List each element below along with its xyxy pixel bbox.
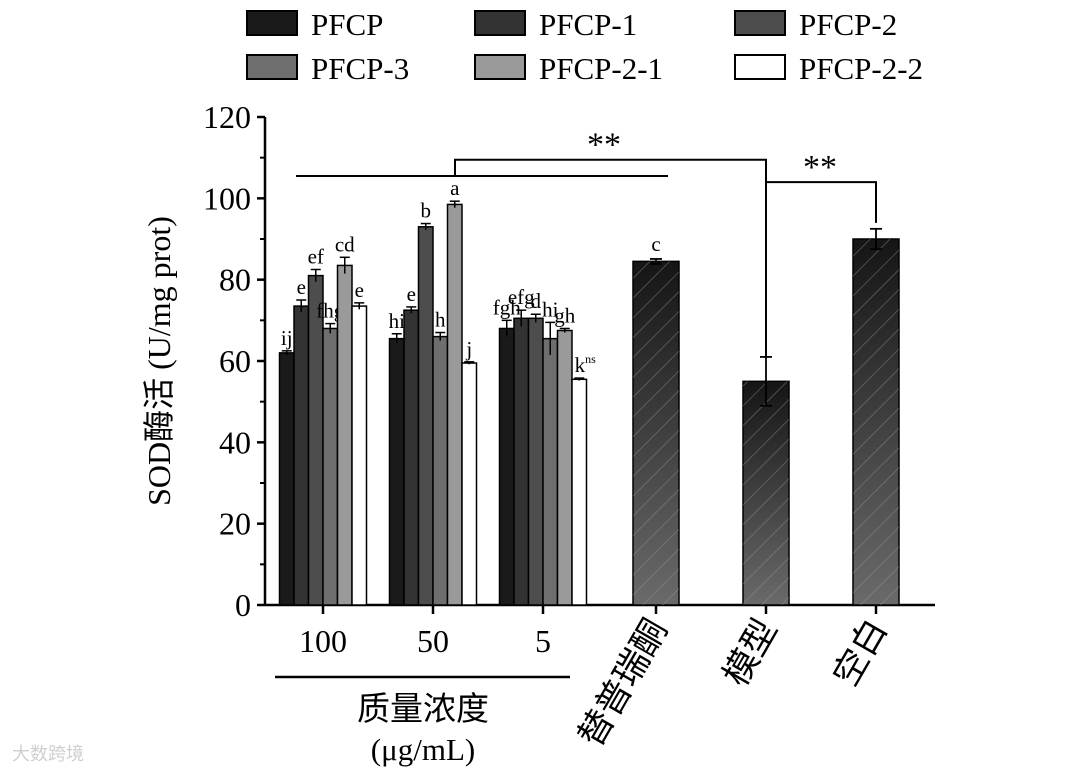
bar-50-PFCP-1 bbox=[403, 309, 420, 606]
legend-label-2: PFCP-2 bbox=[799, 7, 897, 42]
bar-100-PFCP-2-1 bbox=[336, 264, 353, 606]
bar-5-PFCP-2-1 bbox=[556, 329, 573, 606]
sig-letter-5-PFCP-3: hi bbox=[542, 297, 559, 321]
legend-label-1: PFCP-1 bbox=[539, 7, 637, 42]
legend-label-3: PFCP-3 bbox=[311, 51, 409, 86]
group-unit: (μg/mL) bbox=[371, 732, 475, 767]
sig-stars-2: ** bbox=[803, 149, 837, 186]
legend-label-4: PFCP-2-1 bbox=[539, 51, 663, 86]
x-tick-label-control-2: 空白 bbox=[826, 613, 895, 693]
sig-letter-5-PFCP-2: d bbox=[531, 289, 542, 313]
y-tick-label-6: 120 bbox=[203, 99, 251, 135]
legend-swatch-5 bbox=[734, 54, 786, 80]
sig-letter-100-PFCP-2-1: cd bbox=[335, 232, 355, 256]
sig-letter-5-PFCP-1: efg bbox=[508, 285, 535, 309]
group-label: 质量浓度 bbox=[357, 691, 489, 728]
bar-100-PFCP-2 bbox=[307, 274, 324, 606]
bar-5-PFCP-1 bbox=[513, 317, 530, 606]
bar-control-hatch-2 bbox=[853, 239, 899, 605]
bar-50-PFCP-2-1 bbox=[446, 203, 463, 606]
y-tick-label-5: 100 bbox=[203, 180, 251, 216]
y-tick-label-3: 60 bbox=[219, 343, 251, 379]
watermark: 大数跨境 bbox=[12, 744, 84, 765]
bar-50-PFCP-3 bbox=[432, 335, 449, 606]
sig-letter-control-0: c bbox=[651, 232, 660, 256]
x-tick-label-50: 50 bbox=[417, 623, 449, 659]
legend-swatch-0 bbox=[246, 10, 298, 36]
sig-letter-50-PFCP-2: b bbox=[421, 199, 432, 223]
sig-letter-50-PFCP-2-1: a bbox=[450, 176, 460, 200]
y-tick-label-2: 40 bbox=[219, 424, 251, 460]
bar-control-hatch-1 bbox=[743, 381, 789, 605]
legend-swatch-1 bbox=[474, 10, 526, 36]
legend-swatch-2 bbox=[734, 10, 786, 36]
bar-5-PFCP bbox=[498, 327, 515, 606]
bar-100-PFCP-2-2 bbox=[351, 305, 368, 606]
bar-5-PFCP-3 bbox=[542, 337, 559, 606]
bar-100-PFCP bbox=[278, 352, 295, 606]
sig-letter-50-PFCP: hi bbox=[389, 309, 406, 333]
sig-bracket-2 bbox=[766, 181, 877, 223]
sig-letter-5-PFCP-2-1: gh bbox=[554, 303, 576, 327]
legend-label-0: PFCP bbox=[311, 7, 383, 42]
bar-5-PFCP-2 bbox=[527, 317, 544, 606]
bar-50-PFCP-2 bbox=[417, 226, 434, 606]
sig-letter-100-PFCP-1: e bbox=[297, 275, 306, 299]
x-tick-label-5: 5 bbox=[535, 623, 551, 659]
sig-letter-5-PFCP: fgh bbox=[493, 295, 521, 319]
y-tick-label-0: 0 bbox=[235, 587, 251, 623]
sig-letter-100-PFCP-2: ef bbox=[308, 245, 324, 269]
bar-100-PFCP-3 bbox=[322, 327, 339, 606]
sig-letter-100-PFCP: ij bbox=[281, 326, 293, 350]
annotations: ** ** bbox=[296, 127, 877, 357]
sig-letter-5-PFCP-2-2: kns bbox=[575, 352, 597, 377]
bar-control-hatch-0 bbox=[633, 261, 679, 605]
sig-letter-50-PFCP-1: e bbox=[407, 282, 416, 306]
x-tick-label-control-1: 模型 bbox=[716, 613, 785, 693]
legend-swatch-3 bbox=[246, 54, 298, 80]
x-tick-label-100: 100 bbox=[299, 623, 347, 659]
sig-letter-50-PFCP-2-2: j bbox=[465, 337, 472, 361]
y-tick-label-1: 20 bbox=[219, 506, 251, 542]
bar-50-PFCP-2-2 bbox=[461, 362, 478, 606]
sig-letter-100-PFCP-2-2: e bbox=[355, 278, 364, 302]
sig-stars-1: ** bbox=[587, 127, 621, 164]
legend: PFCP PFCP-1 PFCP-2 PFCP-3 PFCP-2-1 PFCP-2-2 bbox=[246, 7, 923, 86]
y-tick-label-4: 80 bbox=[219, 262, 251, 298]
bar-100-PFCP-1 bbox=[293, 305, 310, 606]
x-tick-label-control-0: 替普瑞酮 bbox=[571, 613, 675, 754]
legend-swatch-4 bbox=[474, 54, 526, 80]
sig-letter-50-PFCP-3: h bbox=[435, 308, 446, 332]
sig-bracket-1 bbox=[454, 158, 767, 357]
y-axis-title: SOD酶活 (U/mg prot) bbox=[141, 216, 177, 506]
bar-50-PFCP bbox=[388, 337, 405, 606]
bar-5-PFCP-2-2 bbox=[571, 378, 588, 606]
legend-label-5: PFCP-2-2 bbox=[799, 51, 923, 86]
